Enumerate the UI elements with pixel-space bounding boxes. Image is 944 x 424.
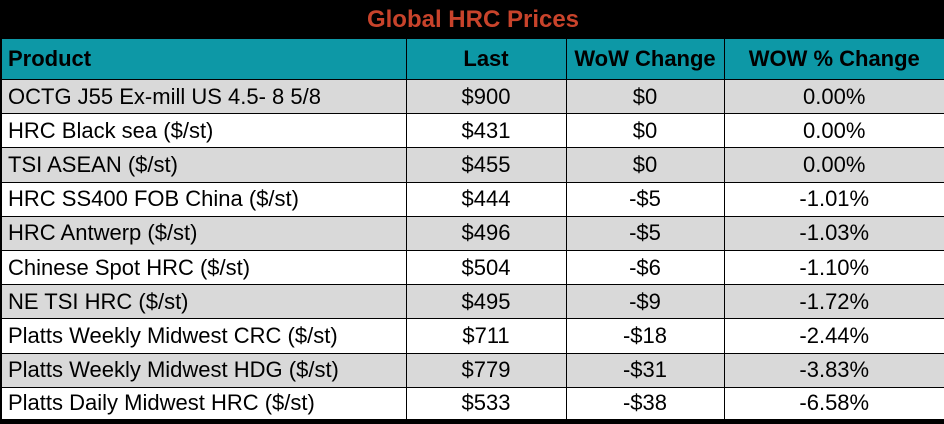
wow-pct-change-cell: 0.00% [723,147,944,183]
wow-pct-change-cell: -6.58% [723,386,944,423]
product-cell: Platts Weekly Midwest CRC ($/st) [0,318,407,354]
wow-pct-change-cell: 0.00% [723,113,944,149]
product-cell: HRC SS400 FOB China ($/st) [0,181,407,217]
last-price-cell: $495 [405,284,567,320]
last-price-cell: $504 [405,249,567,286]
table-row: HRC Antwerp ($/st) $496 -$5 -1.03% [0,215,944,251]
wow-change-cell: $0 [565,113,725,149]
wow-pct-change-cell: -1.72% [723,284,944,320]
table-row: OCTG J55 Ex-mill US 4.5- 8 5/8 $900 $0 0… [0,78,944,115]
table-row: Chinese Spot HRC ($/st) $504 -$6 -1.10% [0,249,944,286]
table-header-row: Product Last WoW Change WOW % Change [0,38,944,80]
last-price-cell: $496 [405,215,567,251]
table-row: HRC SS400 FOB China ($/st) $444 -$5 -1.0… [0,181,944,217]
product-cell: HRC Antwerp ($/st) [0,215,407,251]
wow-change-cell: -$18 [565,318,725,354]
wow-change-cell: -$9 [565,284,725,320]
product-cell: TSI ASEAN ($/st) [0,147,407,183]
wow-pct-change-cell: 0.00% [723,78,944,115]
wow-pct-change-cell: -3.83% [723,352,944,388]
last-price-cell: $431 [405,113,567,149]
product-cell: Platts Weekly Midwest HDG ($/st) [0,352,407,388]
product-cell: NE TSI HRC ($/st) [0,284,407,320]
wow-change-cell: -$31 [565,352,725,388]
column-header-wow-pct-change: WOW % Change [723,38,944,80]
last-price-cell: $533 [405,386,567,423]
table-row: NE TSI HRC ($/st) $495 -$9 -1.72% [0,284,944,320]
column-header-wow-change: WoW Change [565,38,725,80]
wow-change-cell: -$5 [565,181,725,217]
product-cell: Chinese Spot HRC ($/st) [0,249,407,286]
wow-pct-change-cell: -1.03% [723,215,944,251]
table-row: Platts Weekly Midwest CRC ($/st) $711 -$… [0,318,944,354]
wow-pct-change-cell: -1.01% [723,181,944,217]
column-header-product: Product [0,38,407,80]
wow-change-cell: -$38 [565,386,725,423]
table-title-row: Global HRC Prices [0,0,944,39]
wow-pct-change-cell: -1.10% [723,249,944,286]
product-cell: OCTG J55 Ex-mill US 4.5- 8 5/8 [0,78,407,115]
last-price-cell: $900 [405,78,567,115]
wow-change-cell: $0 [565,147,725,183]
column-header-last: Last [405,38,567,80]
wow-pct-change-cell: -2.44% [723,318,944,354]
table-title: Global HRC Prices [0,0,944,39]
last-price-cell: $444 [405,181,567,217]
table-row: Platts Daily Midwest HRC ($/st) $533 -$3… [0,386,944,423]
table-row: Platts Weekly Midwest HDG ($/st) $779 -$… [0,352,944,388]
last-price-cell: $455 [405,147,567,183]
product-cell: HRC Black sea ($/st) [0,113,407,149]
product-cell: Platts Daily Midwest HRC ($/st) [0,386,407,423]
last-price-cell: $779 [405,352,567,388]
wow-change-cell: -$6 [565,249,725,286]
table-body: OCTG J55 Ex-mill US 4.5- 8 5/8 $900 $0 0… [0,78,944,423]
wow-change-cell: $0 [565,78,725,115]
table-row: HRC Black sea ($/st) $431 $0 0.00% [0,113,944,149]
wow-change-cell: -$5 [565,215,725,251]
table-row: TSI ASEAN ($/st) $455 $0 0.00% [0,147,944,183]
last-price-cell: $711 [405,318,567,354]
